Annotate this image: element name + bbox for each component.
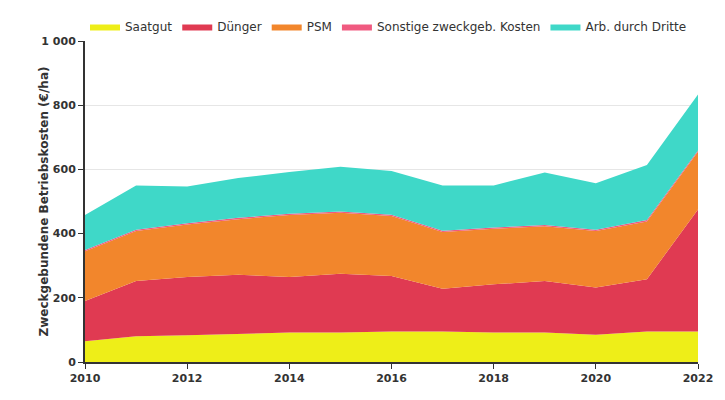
svg-text:Zweckgebundene Betriebskosten: Zweckgebundene Betriebskosten (€/ha) xyxy=(37,67,51,337)
svg-text:2012: 2012 xyxy=(172,372,203,385)
svg-text:2014: 2014 xyxy=(274,372,305,385)
svg-text:1 000: 1 000 xyxy=(41,35,76,48)
svg-text:PSM: PSM xyxy=(307,20,332,34)
svg-text:200: 200 xyxy=(53,292,76,305)
svg-text:2016: 2016 xyxy=(376,372,407,385)
svg-text:Saatgut: Saatgut xyxy=(125,20,172,34)
svg-text:800: 800 xyxy=(53,99,76,112)
svg-text:Sonstige zweckgeb. Kosten: Sonstige zweckgeb. Kosten xyxy=(377,20,541,34)
svg-text:2020: 2020 xyxy=(581,372,612,385)
svg-text:600: 600 xyxy=(53,163,76,176)
svg-text:0: 0 xyxy=(68,356,76,369)
svg-text:2022: 2022 xyxy=(683,372,714,385)
svg-text:Arb. durch Dritte: Arb. durch Dritte xyxy=(585,20,686,34)
svg-text:Dünger: Dünger xyxy=(217,20,261,34)
svg-text:2018: 2018 xyxy=(478,372,509,385)
svg-text:400: 400 xyxy=(53,227,76,240)
svg-text:2010: 2010 xyxy=(70,372,101,385)
